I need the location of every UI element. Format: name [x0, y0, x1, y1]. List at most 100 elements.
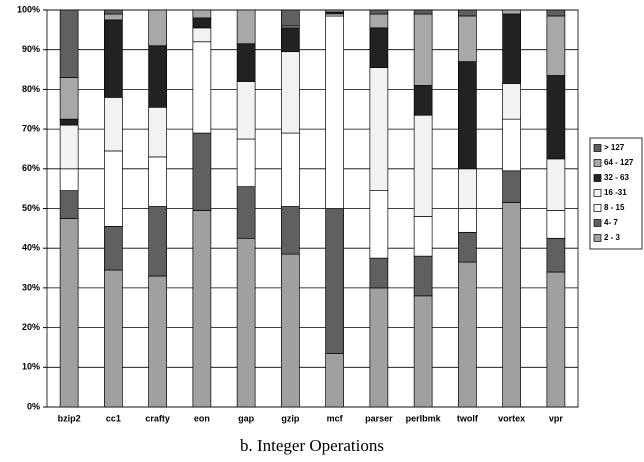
legend-swatch	[593, 174, 602, 182]
bar-segment	[458, 15, 477, 62]
bar-segment	[325, 208, 344, 354]
bar-segment	[458, 261, 477, 408]
bar-segment	[59, 190, 79, 219]
bar-segment	[502, 9, 521, 15]
x-tick-label: twolf	[457, 413, 479, 423]
y-tick-label: 30%	[22, 282, 40, 292]
bar-segment	[59, 9, 79, 78]
bar-segment	[546, 15, 566, 76]
bar-segment	[281, 253, 300, 408]
bar-segment	[546, 75, 566, 160]
y-tick-label: 100%	[17, 4, 40, 14]
y-tick-label: 40%	[22, 243, 40, 253]
bar-segment	[325, 353, 344, 408]
x-tick-label: eon	[194, 413, 210, 423]
legend-label: 16 -31	[604, 188, 627, 197]
legend-swatch	[593, 204, 602, 212]
plot-frame	[46, 9, 579, 408]
bar-segment	[104, 9, 123, 15]
bar-segment	[104, 19, 123, 98]
bar-segment	[59, 118, 79, 126]
bar-segment	[148, 45, 167, 108]
bar-segment	[546, 158, 566, 211]
bar-segment	[413, 9, 433, 15]
bar-segment	[413, 295, 433, 408]
bar-segment	[192, 17, 212, 29]
bar-segment	[281, 206, 300, 255]
bar-segment	[458, 61, 477, 170]
bar-segment	[369, 13, 389, 29]
bar-segment	[546, 210, 566, 239]
x-tick-label: bzip2	[58, 413, 81, 423]
bar-segment	[325, 9, 344, 13]
legend-swatch	[593, 219, 602, 227]
bar-segment	[236, 237, 256, 408]
bar-segment	[413, 85, 433, 116]
bar-segment	[502, 13, 521, 84]
y-tick-label: 80%	[22, 84, 40, 94]
x-tick-label: parser	[365, 413, 393, 423]
legend-label: 4- 7	[604, 218, 618, 227]
bar-segment	[192, 210, 212, 408]
legend-swatch	[593, 189, 602, 197]
bar-segment	[413, 255, 433, 297]
x-tick-label: perlbmk	[406, 413, 442, 423]
bar-segment	[413, 216, 433, 257]
bar-segment	[413, 13, 433, 86]
x-tick-label: gap	[238, 413, 255, 423]
bar-segment	[502, 118, 521, 172]
legend-label: 64 - 127	[604, 158, 634, 167]
bar-segment	[546, 237, 566, 273]
bar-segment	[192, 132, 212, 211]
bar-segment	[236, 9, 256, 45]
bar-segment	[281, 9, 300, 27]
bar-segment	[458, 231, 477, 263]
legend-swatch	[593, 159, 602, 167]
y-tick-label: 20%	[22, 322, 40, 332]
bar-segment	[59, 218, 79, 408]
x-tick-label: vpr	[549, 413, 564, 423]
bar-segment	[192, 9, 212, 19]
bar-segment	[546, 271, 566, 408]
bar-segment	[458, 9, 477, 17]
bar-segment	[148, 9, 167, 47]
bar-segment	[369, 27, 389, 68]
bar-segment	[59, 168, 79, 191]
chart-title: b. Integer Operations	[240, 436, 384, 455]
bar-segment	[325, 15, 344, 209]
bar-segment	[104, 96, 123, 152]
legend-label: 32 - 63	[604, 173, 629, 182]
y-tick-label: 90%	[22, 44, 40, 54]
bar-segment	[546, 9, 566, 17]
y-tick-label: 60%	[22, 163, 40, 173]
bar-segment	[192, 41, 212, 134]
bar-segment	[502, 170, 521, 203]
x-tick-label: cc1	[106, 413, 121, 423]
y-tick-label: 10%	[22, 362, 40, 372]
bar-segment	[502, 83, 521, 120]
bar-segment	[236, 43, 256, 82]
y-tick-label: 70%	[22, 123, 40, 133]
bar-segment	[59, 77, 79, 120]
legend-swatch	[593, 234, 602, 242]
bar-segment	[104, 13, 123, 21]
bar-segment	[458, 208, 477, 233]
bar-segment	[59, 124, 79, 170]
bar-segment	[148, 106, 167, 158]
x-tick-label: vortex	[498, 413, 525, 423]
legend-label: 2 - 3	[604, 233, 621, 242]
bar-segment	[236, 186, 256, 239]
x-tick-label: mcf	[327, 413, 344, 423]
bar-segment	[369, 67, 389, 191]
bar-segment	[502, 202, 521, 408]
bar-segment	[281, 51, 300, 134]
bar-segment	[104, 150, 123, 227]
bar-segment	[104, 226, 123, 271]
bar-segment	[369, 287, 389, 408]
bar-segment	[148, 206, 167, 277]
bar-segment	[148, 156, 167, 207]
bar-segment	[369, 9, 389, 15]
bar-segment	[413, 114, 433, 217]
bar-segment	[369, 257, 389, 289]
